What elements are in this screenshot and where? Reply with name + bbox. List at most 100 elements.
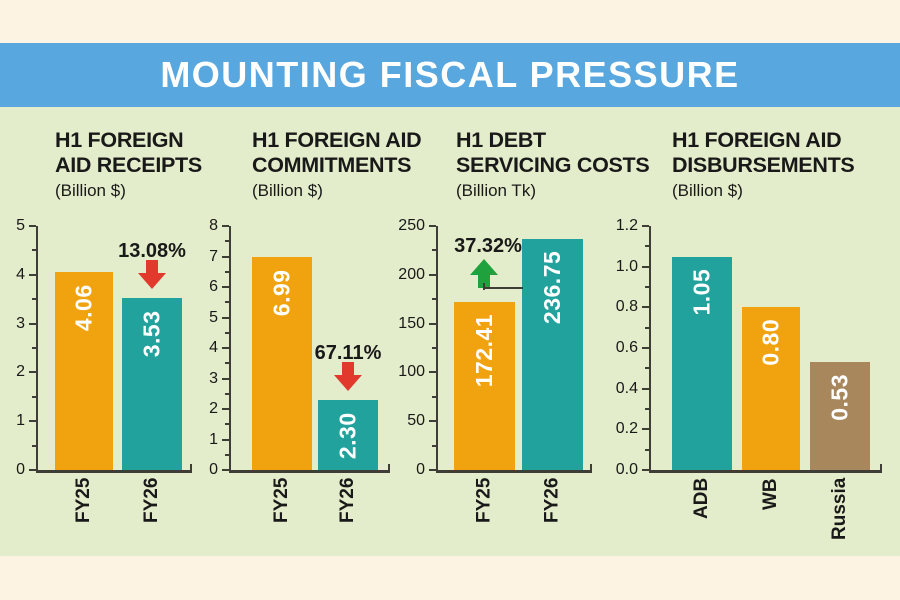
y-major-tick (222, 286, 229, 288)
y-tick-label: 0.2 (615, 420, 638, 438)
y-minor-tick (645, 286, 649, 288)
y-major-tick (222, 408, 229, 410)
x-axis-end-tick (880, 464, 882, 470)
y-major-tick (222, 438, 229, 441)
y-minor-tick (225, 362, 229, 365)
bar: 0.80 (742, 307, 800, 470)
y-minor-tick (432, 395, 436, 398)
category-label: FY26 (337, 478, 358, 524)
x-axis (36, 470, 192, 473)
y-major-tick (642, 225, 649, 227)
bar-value-label: 6.99 (268, 268, 295, 316)
arrow-head (138, 272, 166, 289)
bar: 3.53 (122, 297, 182, 470)
arrow-head (470, 259, 498, 275)
y-minor-tick (32, 347, 36, 349)
chart-title: H1 FOREIGN AID (672, 128, 842, 152)
x-axis (229, 470, 390, 473)
x-axis-end-tick (590, 464, 592, 470)
up-arrow-icon (470, 259, 498, 288)
y-tick-label: 6 (209, 278, 218, 295)
y-minor-tick (32, 249, 36, 252)
y-tick-label: 2 (209, 400, 218, 417)
y-axis (229, 226, 231, 472)
category-label: FY26 (141, 478, 162, 524)
y-tick-label: 7 (209, 247, 218, 265)
y-minor-tick (432, 347, 436, 349)
bar-value-label: 0.53 (826, 374, 853, 421)
category-label: FY25 (271, 478, 292, 524)
y-axis (36, 226, 38, 472)
chart-subtitle: (Billion $) (55, 181, 126, 200)
y-major-tick (222, 347, 229, 349)
y-tick-label: 1 (16, 412, 25, 430)
x-axis (649, 470, 882, 473)
y-minor-tick (432, 444, 436, 447)
down-arrow-icon (334, 361, 362, 391)
y-major-tick (642, 306, 649, 309)
connector-line (483, 287, 523, 289)
bar: 4.06 (55, 271, 113, 470)
chart-title: DISBURSEMENTS (672, 153, 855, 177)
bar-value-label: 236.75 (539, 250, 565, 325)
header-band: MOUNTING FISCAL PRESSURE (0, 43, 900, 107)
y-tick-label: 100 (398, 363, 425, 381)
category-label: ADB (691, 478, 712, 520)
y-tick-label: 0 (209, 461, 218, 478)
y-major-tick (642, 265, 649, 268)
y-minor-tick (225, 331, 229, 334)
y-tick-label: 150 (398, 314, 425, 332)
y-major-tick (429, 225, 436, 227)
y-major-tick (429, 420, 436, 423)
percent-change-label: 67.11% (314, 341, 382, 364)
y-major-tick (642, 428, 649, 431)
y-major-tick (429, 469, 436, 471)
y-axis (649, 226, 651, 472)
y-tick-label: 0.0 (615, 461, 638, 478)
y-tick-label: 8 (209, 217, 218, 234)
y-minor-tick (32, 395, 36, 398)
category-label: WB (760, 478, 781, 510)
y-major-tick (642, 469, 649, 471)
chart-subtitle: (Billion $) (252, 181, 323, 200)
bar: 6.99 (252, 256, 312, 470)
y-minor-tick (225, 392, 229, 395)
y-tick-label: 0.8 (615, 298, 638, 316)
bar-value-label: 3.53 (138, 309, 165, 357)
x-axis-end-tick (388, 464, 390, 470)
chart-title: COMMITMENTS (252, 153, 412, 177)
page-title: MOUNTING FISCAL PRESSURE (160, 54, 740, 95)
bar-value-label: 0.80 (757, 319, 784, 367)
y-tick-label: 250 (398, 217, 425, 234)
connector-line (483, 283, 485, 290)
chart-subtitle: (Billion Tk) (456, 181, 536, 200)
y-tick-label: 0.4 (615, 379, 638, 397)
arrow-stem (146, 259, 158, 273)
y-minor-tick (645, 326, 649, 329)
y-minor-tick (645, 408, 649, 410)
y-tick-label: 50 (407, 412, 425, 430)
category-label: FY25 (73, 478, 94, 524)
y-tick-label: 1 (209, 430, 218, 448)
y-major-tick (29, 322, 36, 325)
percent-change-label: 37.32% (454, 235, 522, 257)
y-major-tick (642, 347, 649, 349)
chart-title: AID RECEIPTS (55, 153, 202, 177)
bar-value-label: 2.30 (334, 411, 361, 459)
y-minor-tick (432, 249, 436, 252)
y-axis (436, 226, 438, 472)
y-tick-label: 1.0 (615, 257, 638, 275)
y-tick-label: 4 (209, 339, 218, 356)
x-axis-end-tick (190, 464, 192, 470)
y-major-tick (29, 469, 36, 471)
arrow-stem (342, 361, 354, 375)
y-major-tick (29, 371, 36, 374)
y-tick-label: 3 (16, 314, 25, 332)
y-major-tick (429, 273, 436, 276)
y-minor-tick (225, 270, 229, 273)
y-tick-label: 0 (416, 461, 425, 478)
bar: 236.75 (522, 238, 583, 470)
y-major-tick (222, 377, 229, 380)
y-minor-tick (225, 240, 229, 243)
